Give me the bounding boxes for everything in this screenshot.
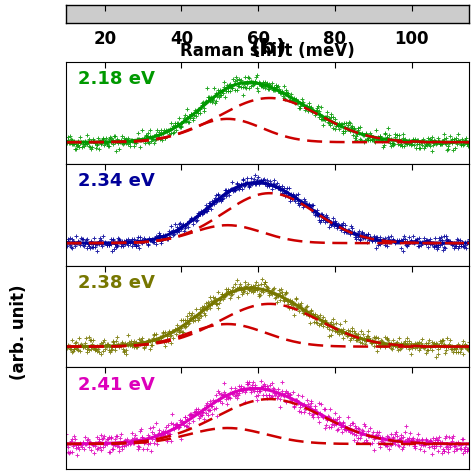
Text: 40: 40 <box>170 30 193 48</box>
Text: (b): (b) <box>250 38 286 58</box>
Text: 20: 20 <box>93 30 116 48</box>
Text: 2.18 eV: 2.18 eV <box>78 70 155 88</box>
Text: 2.34 eV: 2.34 eV <box>78 172 155 190</box>
Text: 80: 80 <box>323 30 346 48</box>
Text: 60: 60 <box>247 30 270 48</box>
Text: (arb. unit): (arb. unit) <box>10 284 28 380</box>
Text: Raman shift (meV): Raman shift (meV) <box>181 42 355 60</box>
Text: 100: 100 <box>394 30 429 48</box>
Text: 2.38 eV: 2.38 eV <box>78 273 155 292</box>
Text: 2.41 eV: 2.41 eV <box>78 375 155 393</box>
